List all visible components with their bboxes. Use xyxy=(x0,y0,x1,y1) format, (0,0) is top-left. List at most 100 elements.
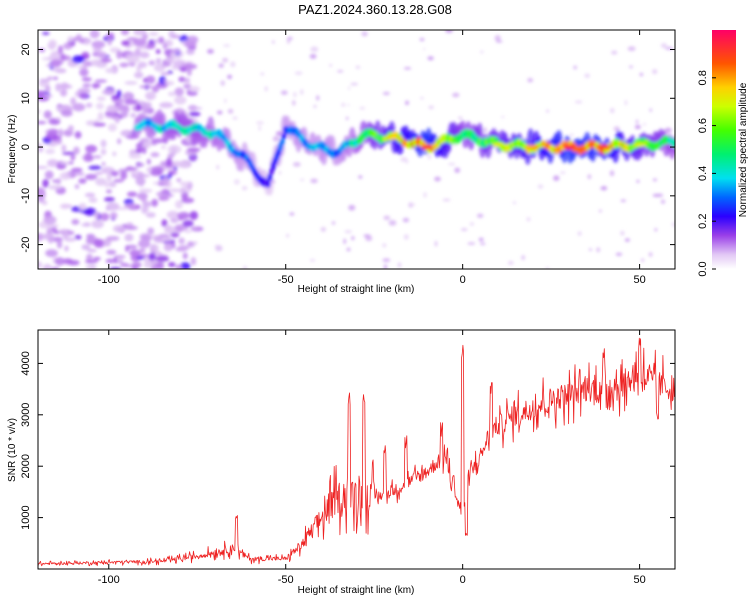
noise-blob xyxy=(105,115,119,119)
spectrogram-frame xyxy=(37,29,676,270)
noise-blob xyxy=(114,116,120,124)
noise-blob xyxy=(170,232,180,238)
x-tick-label: 50 xyxy=(633,274,645,286)
noise-blob xyxy=(272,40,275,44)
noise-blob xyxy=(64,245,69,252)
noise-blob xyxy=(42,200,48,206)
noise-blob xyxy=(167,91,177,97)
noise-blob xyxy=(38,261,43,269)
noise-blob xyxy=(43,215,57,225)
noise-blob xyxy=(309,258,316,262)
noise-blob xyxy=(42,179,49,188)
noise-blob xyxy=(113,178,124,183)
noise-blob xyxy=(216,110,223,115)
noise-blob xyxy=(100,139,107,148)
noise-blob xyxy=(278,170,282,175)
noise-blob xyxy=(427,56,434,61)
noise-blob xyxy=(169,188,181,193)
noise-blob xyxy=(656,193,664,198)
noise-blob xyxy=(227,108,234,114)
noise-blob xyxy=(74,184,80,190)
snr-y-label: SNR (10 * v/v) xyxy=(7,418,18,482)
noise-blob xyxy=(47,159,59,168)
figure-title: PAZ1.2024.360.13.28.G08 xyxy=(298,2,452,17)
noise-blob xyxy=(654,228,658,232)
noise-blob xyxy=(128,153,142,159)
snr-series-line xyxy=(38,337,675,567)
noise-blob xyxy=(106,202,120,211)
noise-blob xyxy=(55,117,61,121)
noise-blob xyxy=(112,224,126,233)
noise-blob xyxy=(652,69,658,75)
noise-blob xyxy=(168,173,173,177)
x-tick-label: -100 xyxy=(98,274,120,286)
noise-blob xyxy=(161,62,171,67)
noise-blob xyxy=(641,258,645,262)
noise-blob xyxy=(434,240,438,247)
noise-blob xyxy=(148,31,159,36)
noise-blob xyxy=(147,227,155,235)
noise-blob xyxy=(344,229,353,234)
noise-blob xyxy=(287,38,290,45)
noise-blob xyxy=(649,108,652,112)
noise-blob xyxy=(138,239,151,249)
noise-blob xyxy=(365,235,373,242)
noise-blob xyxy=(192,241,198,245)
noise-blob xyxy=(68,161,74,165)
noise-blob xyxy=(163,243,173,252)
noise-blob xyxy=(316,95,320,101)
ridge-peak xyxy=(562,144,575,150)
noise-blob xyxy=(106,104,120,114)
noise-blob xyxy=(458,116,463,120)
noise-blob xyxy=(596,247,601,253)
x-tick-label: 0 xyxy=(460,574,466,586)
noise-blob xyxy=(124,233,134,242)
spectrogram-y-label: Frequency (Hz) xyxy=(7,115,18,184)
noise-blob xyxy=(110,170,119,177)
noise-blob xyxy=(480,50,484,54)
noise-blob xyxy=(218,63,224,68)
noise-blob xyxy=(106,249,117,255)
noise-blob xyxy=(136,205,141,209)
noise-blob xyxy=(574,100,583,104)
ridge-peak xyxy=(492,142,505,147)
noise-blob xyxy=(313,104,317,109)
noise-blob xyxy=(634,125,641,130)
noise-blob xyxy=(243,265,248,269)
colorbar-tick-label: 0.8 xyxy=(697,70,709,85)
x-tick-label: 0 xyxy=(460,274,466,286)
noise-blob xyxy=(151,198,158,207)
noise-blob xyxy=(85,264,97,269)
noise-blob xyxy=(627,46,636,52)
noise-blob xyxy=(78,178,87,184)
noise-blob xyxy=(101,89,116,96)
noise-blob xyxy=(207,48,214,54)
noise-blob xyxy=(136,256,145,260)
noise-blob xyxy=(86,248,97,253)
noise-blob xyxy=(43,110,52,119)
noise-blob xyxy=(383,215,391,221)
noise-blob xyxy=(82,83,92,88)
noise-blob xyxy=(664,127,672,133)
noise-blob xyxy=(151,138,165,144)
noise-blob xyxy=(79,68,89,77)
noise-blob xyxy=(403,234,409,240)
noise-blob xyxy=(507,261,514,265)
noise-blob xyxy=(93,256,101,261)
noise-blob xyxy=(587,174,592,180)
noise-blob xyxy=(142,201,152,208)
noise-blob xyxy=(423,191,427,198)
noise-blob xyxy=(445,30,453,33)
noise-blob xyxy=(152,39,161,43)
noise-blob xyxy=(44,170,54,180)
noise-blob xyxy=(94,171,104,175)
noise-blob xyxy=(137,61,148,69)
noise-blob xyxy=(230,61,236,68)
noise-blob xyxy=(67,36,74,43)
noise-blob xyxy=(99,212,110,221)
noise-blob xyxy=(620,199,626,202)
noise-blob xyxy=(46,76,54,81)
noise-blob xyxy=(50,60,64,65)
y-tick-label: 4000 xyxy=(20,351,32,375)
